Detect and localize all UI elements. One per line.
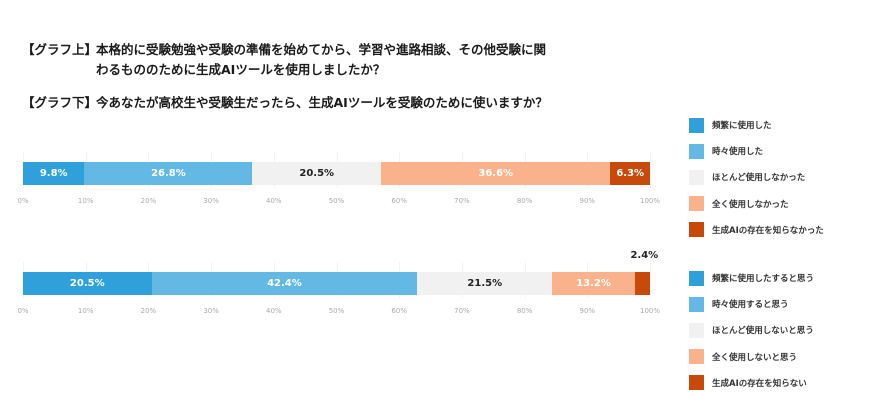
x-tick-label: 100% (639, 197, 661, 205)
bar-segment (634, 272, 650, 295)
x-tick-label: 70% (454, 197, 470, 205)
legend-label: 生成AIの存在を知らない (712, 378, 807, 389)
bar-outside-label: 2.4% (630, 250, 659, 261)
x-tick-label: 80% (516, 307, 533, 315)
x-tick-label: 30% (203, 197, 219, 205)
legend-swatch (689, 349, 704, 365)
bar-segment: 20.5% (23, 272, 152, 295)
x-tick-label: 10% (77, 307, 94, 315)
legend-swatch (689, 117, 704, 133)
x-tick-label: 70% (454, 307, 470, 315)
legend-swatch (689, 322, 704, 338)
question-top-tag: 【グラフ上】 (22, 42, 98, 57)
legend-swatch (689, 296, 704, 312)
legend-label: 時々使用すると思う (712, 300, 789, 311)
legend-item: ほとんど使用しないと思う (689, 317, 814, 343)
legend-swatch (689, 375, 704, 391)
x-tick-label: 60% (391, 307, 407, 315)
stacked-bar-top: 9.8% 26.8% 20.5% 36.6% 6.3% (23, 162, 650, 185)
legend-label: ほとんど使用しなかった (712, 173, 806, 184)
question-top-line2: わるもののために生成AIツールを使用しましたか？ (96, 62, 386, 77)
x-tick-label: 50% (328, 307, 345, 315)
legend-swatch (689, 270, 704, 286)
legend-label: ほとんど使用しないと思う (712, 326, 814, 337)
x-tick-label: 100% (639, 307, 661, 315)
x-tick-label: 10% (77, 197, 94, 205)
legend-item: 生成AIの存在を知らない (689, 370, 814, 396)
x-axis-ticks: 0% 10% 20% 30% 40% 50% 60% 70% 80% 90% 100% (17, 197, 660, 209)
x-tick-label: 40% (266, 197, 282, 205)
legend-label: 全く使用しないと思う (712, 352, 798, 363)
x-tick-label: 90% (579, 307, 596, 315)
x-tick-label: 50% (328, 197, 345, 205)
bar-segment: 21.5% (417, 272, 553, 295)
legend-item: 全く使用しないと思う (689, 344, 814, 370)
legend-top: 頻繁に使用した 時々使用したほとんど使用しなかった 全く使用しなかった生成AIの存在… (689, 112, 824, 243)
question-bottom: 【グラフ下】今あなたが高校生や受験生だったら、生成AIツールを受験のために使いま… (22, 93, 548, 113)
legend-swatch (689, 143, 704, 159)
legend-swatch (689, 222, 704, 238)
legend-item: 時々使用した (689, 138, 824, 164)
legend-item: ほとんど使用しなかった (689, 164, 824, 190)
stacked-bar-bottom: 20.5% 42.4% 21.5% 13.2% (23, 272, 650, 295)
legend-item: 時々使用すると思う (689, 291, 814, 317)
legend-label: 頻繁に使用した (712, 121, 772, 132)
x-tick-label: 0% (17, 307, 29, 315)
gridline (650, 152, 651, 188)
legend-bottom: 頻繁に使用したすると思う 時々使用すると思うほとんど使用しないと思う 全く使用しない… (689, 265, 814, 396)
bar-segment: 9.8% (23, 162, 85, 185)
x-tick-label: 40% (266, 307, 282, 315)
x-tick-label: 20% (140, 307, 157, 315)
question-top-line1: 本格的に受験勉強や受験の準備を始めてから、学習や進路相談、その他受験に関 (96, 42, 547, 57)
legend-item: 生成AIの存在を知らなかった (689, 217, 824, 243)
legend-swatch (689, 169, 704, 185)
x-tick-label: 0% (17, 197, 29, 205)
bar-segment: 20.5% (252, 162, 381, 185)
bar-segment: 6.3% (610, 162, 650, 185)
question-bottom-line1: 今あなたが高校生や受験生だったら、生成AIツールを受験のために使いますか？ (96, 95, 548, 110)
x-tick-label: 90% (579, 197, 596, 205)
x-axis-ticks: 0% 10% 20% 30% 40% 50% 60% 70% 80% 90% 100% (17, 307, 660, 319)
bar-segment: 36.6% (381, 162, 611, 185)
x-tick-label: 60% (391, 197, 407, 205)
bar-segment: 42.4% (151, 272, 418, 295)
bar-segment: 13.2% (552, 272, 635, 295)
gridline (650, 262, 651, 298)
legend-item: 頻繁に使用した (689, 112, 824, 138)
question-top: 【グラフ上】本格的に受験勉強や受験の準備を始めてから、学習や進路相談、その他受験… (22, 40, 546, 80)
legend-label: 全く使用しなかった (712, 199, 789, 210)
legend-swatch (689, 196, 704, 212)
legend-item: 全く使用しなかった (689, 191, 824, 217)
legend-label: 時々使用した (712, 147, 764, 158)
bar-segment: 26.8% (84, 162, 253, 185)
question-bottom-tag: 【グラフ下】 (22, 95, 98, 110)
legend-label: 頻繁に使用したすると思う (712, 274, 815, 285)
x-tick-label: 20% (140, 197, 157, 205)
x-tick-label: 30% (203, 307, 219, 315)
legend-item: 頻繁に使用したすると思う (689, 265, 814, 291)
x-tick-label: 80% (516, 197, 533, 205)
legend-label: 生成AIの存在を知らなかった (712, 225, 824, 236)
